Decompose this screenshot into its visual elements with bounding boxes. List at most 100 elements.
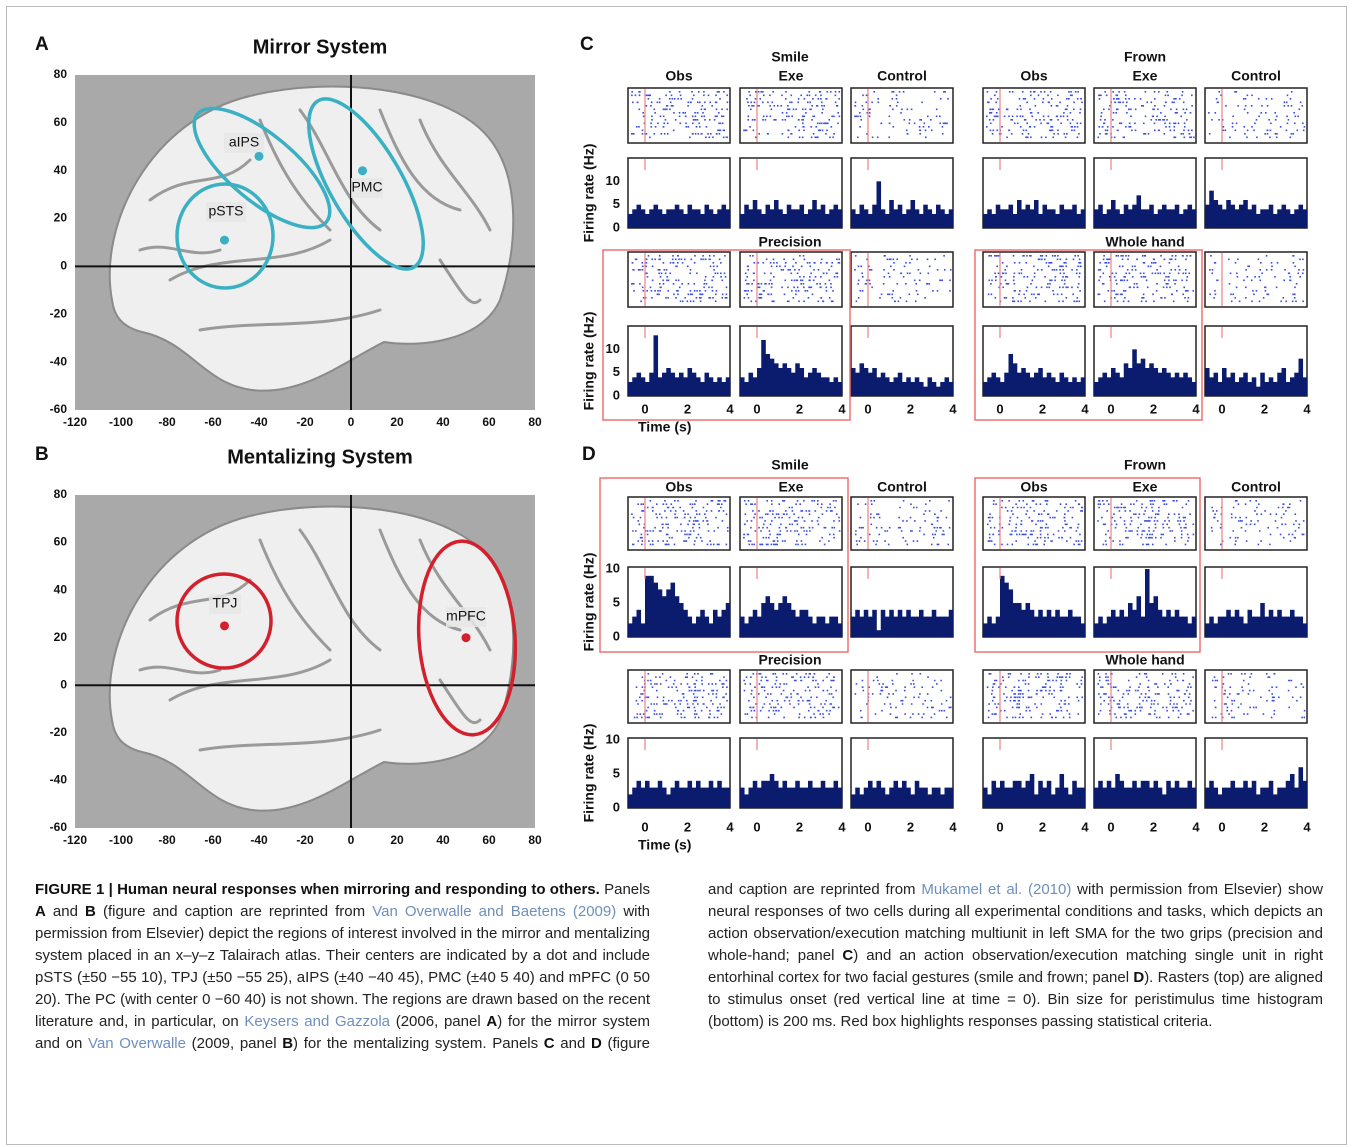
histogram-bar <box>679 209 684 228</box>
histogram-bar <box>1166 610 1171 637</box>
histogram-bar <box>666 794 671 808</box>
histogram-bar <box>1098 205 1103 228</box>
histogram-bar <box>936 205 941 228</box>
histogram-bar <box>1145 781 1150 808</box>
histogram-bar <box>1290 774 1295 808</box>
histogram-bar <box>1051 794 1056 808</box>
x-tick-label: -100 <box>109 833 133 847</box>
histogram-bar <box>1265 617 1270 637</box>
histogram-bar <box>928 209 933 228</box>
histogram-bar <box>641 788 646 808</box>
histogram-bar <box>766 596 771 637</box>
histogram-bar <box>749 373 754 396</box>
histogram-bar <box>666 589 671 637</box>
caption-link[interactable]: Van Overwalle <box>88 1035 186 1052</box>
histogram-bar <box>923 788 928 808</box>
caption-bold: A <box>35 903 46 920</box>
panel-label: D <box>582 444 596 465</box>
histogram-bar <box>1239 788 1244 808</box>
histogram-bar <box>654 335 659 396</box>
histogram-bar <box>812 200 817 228</box>
histogram-bar <box>821 205 826 228</box>
figure: AMirror System-120-100-80-60-40-20020406… <box>0 0 1355 875</box>
histogram-bar <box>1072 781 1077 808</box>
y-tick-label: 60 <box>54 535 68 549</box>
histogram-bar <box>860 363 865 396</box>
x-tick-label: 60 <box>482 833 496 847</box>
histogram-bar <box>791 788 796 808</box>
histogram-bar <box>800 788 805 808</box>
histogram-bar <box>1269 377 1274 396</box>
histogram-bar <box>683 788 688 808</box>
histogram-bar <box>1183 617 1188 637</box>
histogram-bar <box>632 788 637 808</box>
histogram-bar <box>787 788 792 808</box>
histogram-bar <box>1021 368 1026 396</box>
histogram-bar <box>1107 209 1112 228</box>
x-tick-label: 40 <box>436 415 450 429</box>
histogram-bar <box>1294 209 1299 228</box>
x-tick-label: 60 <box>482 415 496 429</box>
histogram-bar <box>1098 377 1103 396</box>
histogram-bar <box>1294 788 1299 808</box>
histogram-bar <box>983 623 988 637</box>
histogram-bar <box>791 373 796 396</box>
x-tick-label: 4 <box>726 819 734 834</box>
histogram-bar <box>877 781 882 808</box>
histogram-bar <box>889 788 894 808</box>
region-center <box>220 621 229 630</box>
histogram-bar <box>726 603 731 637</box>
histogram-bar <box>932 214 937 228</box>
histogram-bar <box>808 373 813 396</box>
histogram-bar <box>877 181 882 228</box>
histogram-bar <box>649 576 654 637</box>
histogram-bar <box>1021 209 1026 228</box>
histogram-bar <box>1286 617 1291 637</box>
histogram-bar <box>774 781 779 808</box>
histogram-bar <box>1162 794 1167 808</box>
histogram-bar <box>1141 359 1146 396</box>
histogram-bar <box>1166 781 1171 808</box>
histogram-bar <box>804 610 809 637</box>
histogram-bar <box>770 774 775 808</box>
histogram-bar <box>915 617 920 637</box>
histogram-bar <box>1128 209 1133 228</box>
histogram-bar <box>1303 781 1308 808</box>
histogram-bar <box>654 205 659 228</box>
histogram-bar <box>864 788 869 808</box>
histogram-bar <box>1111 610 1116 637</box>
region-label: mPFC <box>446 608 486 624</box>
histogram-bar <box>1149 363 1154 396</box>
histogram-bar <box>1290 377 1295 396</box>
histogram-bar <box>705 373 710 396</box>
histogram-bar <box>1132 349 1137 396</box>
histogram-bar <box>1009 788 1014 808</box>
x-tick-label: 4 <box>1081 819 1089 834</box>
histogram-bar <box>945 788 950 808</box>
histogram-bar <box>1068 209 1073 228</box>
histogram-bar <box>817 209 822 228</box>
x-tick-label: 4 <box>1192 401 1200 416</box>
histogram-bar <box>1038 610 1043 637</box>
histogram-bar <box>1282 205 1287 228</box>
histogram-bar <box>628 214 633 228</box>
histogram-bar <box>757 788 762 808</box>
raster-frame <box>1205 252 1307 307</box>
x-tick-label: 4 <box>1192 819 1200 834</box>
histogram-bar <box>1094 788 1099 808</box>
x-tick-label: 2 <box>1039 819 1046 834</box>
histogram-bar <box>1077 382 1082 396</box>
histogram-bar <box>757 617 762 637</box>
histogram-bar <box>860 794 865 808</box>
caption-link[interactable]: Van Overwalle and Baetens (2009) <box>372 903 616 920</box>
histogram-bar <box>1256 387 1261 396</box>
histogram-bar <box>1141 781 1146 808</box>
caption-link[interactable]: Keysers and Gazzola <box>244 1013 390 1030</box>
histogram-bar <box>996 205 1001 228</box>
histogram-bar <box>740 788 745 808</box>
histogram-bar <box>645 576 650 637</box>
caption-link[interactable]: Mukamel et al. (2010) <box>921 881 1071 898</box>
histogram-bar <box>1124 617 1129 637</box>
histogram-bar <box>1107 617 1112 637</box>
x-tick-label: -80 <box>158 833 176 847</box>
